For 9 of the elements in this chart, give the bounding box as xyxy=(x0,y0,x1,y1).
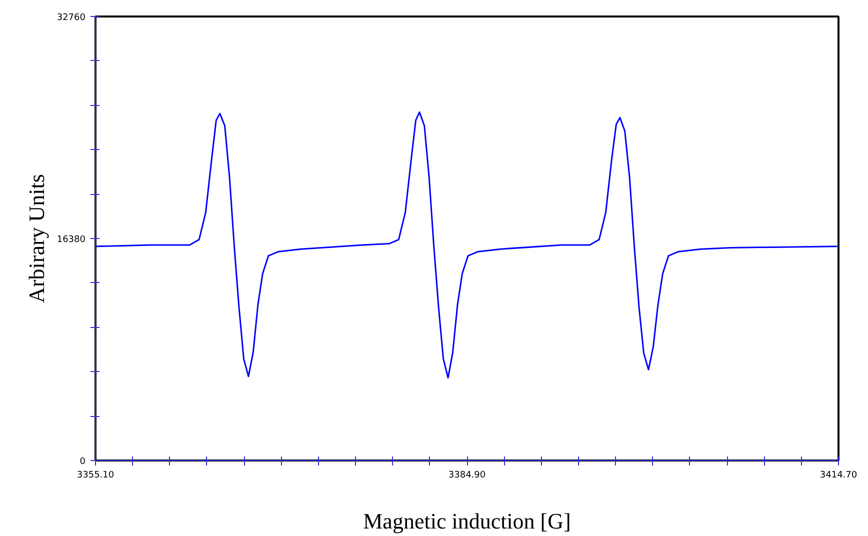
x-tick-label: 3355.10 xyxy=(76,470,114,480)
y-axis-title: Arbirary Units xyxy=(24,174,49,303)
x-tick-label: 3384.90 xyxy=(448,470,486,480)
y-tick-label: 0 xyxy=(80,457,86,467)
x-axis-title: Magnetic induction [G] xyxy=(363,508,571,534)
line-series xyxy=(96,111,838,379)
y-tick-label: 16380 xyxy=(56,235,86,245)
x-tick-label: 3414.70 xyxy=(820,470,858,480)
y-tick-label: 32760 xyxy=(56,13,86,23)
